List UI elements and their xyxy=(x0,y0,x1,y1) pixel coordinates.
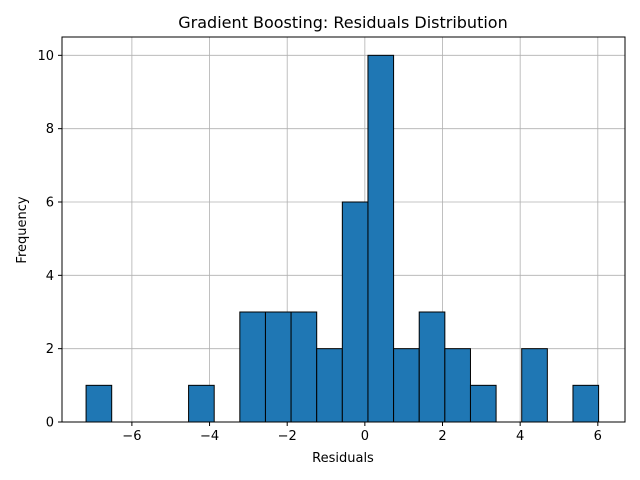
y-tick-label: 6 xyxy=(46,196,54,211)
histogram-bar xyxy=(572,384,600,423)
y-tick-label: 8 xyxy=(46,122,54,137)
chart-title: Gradient Boosting: Residuals Distributio… xyxy=(178,13,507,32)
histogram-bar xyxy=(521,348,548,423)
histogram-bar xyxy=(393,348,420,423)
histogram-bar xyxy=(85,384,113,423)
x-tick-label: 6 xyxy=(594,429,602,444)
histogram-bar xyxy=(341,201,369,423)
x-axis-ticks: −6 −4 −2 0 2 4 6 xyxy=(122,422,602,444)
histogram-bar xyxy=(316,348,343,423)
y-tick-label: 4 xyxy=(46,269,54,284)
histogram-bar xyxy=(469,384,497,423)
y-axis-label: Frequency xyxy=(15,196,30,263)
histogram-bars xyxy=(85,54,600,423)
histogram-bar xyxy=(444,348,471,423)
x-tick-label: 2 xyxy=(438,429,446,444)
x-tick-label: 4 xyxy=(516,429,524,444)
x-tick-label: −2 xyxy=(278,429,297,444)
x-tick-label: −4 xyxy=(200,429,219,444)
histogram-bar xyxy=(188,384,215,423)
histogram-bar xyxy=(418,311,446,423)
histogram-bar xyxy=(264,311,292,423)
y-tick-label: 2 xyxy=(46,342,54,357)
x-tick-label: 0 xyxy=(361,429,369,444)
y-axis-ticks: 0 2 4 6 8 10 xyxy=(37,49,62,431)
plot-frame xyxy=(61,36,626,423)
y-tick-label: 0 xyxy=(46,416,54,431)
x-axis-label: Residuals xyxy=(312,451,374,466)
histogram-bar xyxy=(367,54,395,423)
x-tick-label: −6 xyxy=(122,429,141,444)
histogram-bar xyxy=(290,311,318,423)
y-tick-label: 10 xyxy=(37,49,54,64)
histogram-bar xyxy=(239,311,266,423)
